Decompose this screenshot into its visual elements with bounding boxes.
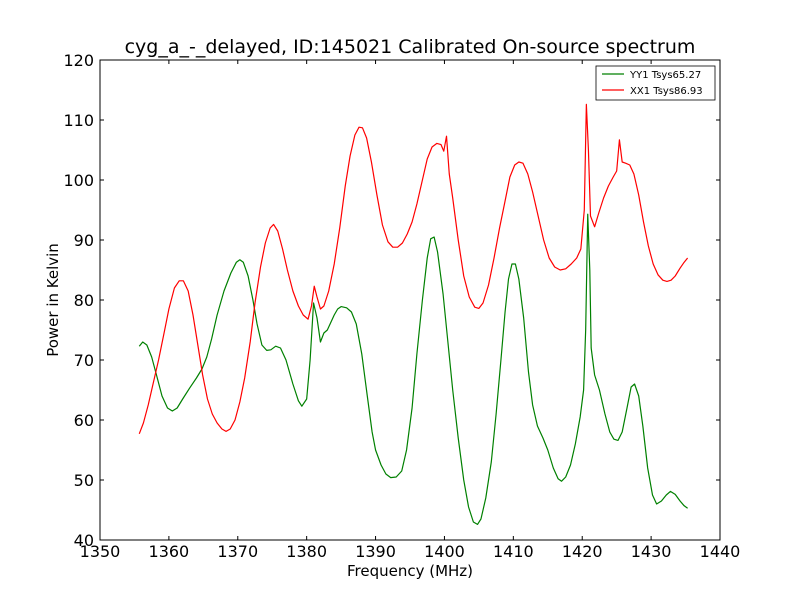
- x-tick-label: 1420: [562, 542, 603, 561]
- chart-title: cyg_a_-_delayed, ID:145021 Calibrated On…: [125, 36, 696, 58]
- legend: YY1 Tsys65.27 XX1 Tsys86.93: [595, 65, 716, 101]
- x-tick-label: 1440: [700, 542, 741, 561]
- x-tick-label: 1430: [631, 542, 672, 561]
- y-tick-label: 80: [74, 291, 94, 310]
- plot-frame: [99, 59, 721, 541]
- x-tick-label: 1360: [149, 542, 190, 561]
- y-axis-label: Power in Kelvin: [44, 243, 62, 357]
- x-tick-label: 1350: [80, 542, 121, 561]
- y-tick-label: 70: [74, 351, 94, 370]
- x-axis-label: Frequency (MHz): [347, 562, 473, 580]
- y-tick-label: 60: [74, 411, 94, 430]
- x-tick-label: 1400: [424, 542, 465, 561]
- x-tick-label: 1380: [286, 542, 327, 561]
- x-tick-label: 1410: [493, 542, 534, 561]
- legend-label-yy1: YY1 Tsys65.27: [629, 70, 701, 81]
- y-tick-label: 40: [74, 531, 94, 550]
- y-tick-label: 110: [63, 111, 94, 130]
- series-lines: [138, 103, 689, 526]
- legend-box: [595, 65, 716, 101]
- axis-ticks: 1350 1360 1370 1380 1390 1400 1410 1420 1430 1440…: [63, 51, 740, 561]
- x-tick-label: 1390: [355, 542, 396, 561]
- x-tick-label: 1370: [217, 542, 258, 561]
- y-tick-label: 100: [63, 171, 94, 190]
- y-tick-label: 120: [63, 51, 94, 70]
- series-line-yy1: [138, 213, 688, 526]
- y-tick-label: 90: [74, 231, 94, 250]
- y-tick-label: 50: [74, 471, 94, 490]
- legend-label-xx1: XX1 Tsys86.93: [630, 86, 703, 97]
- series-line-xx1: [138, 103, 689, 435]
